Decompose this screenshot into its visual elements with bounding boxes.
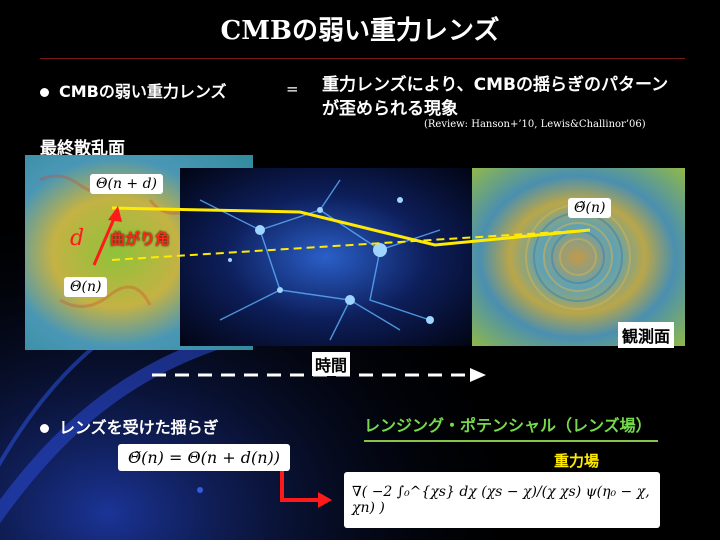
time-label: 時間 <box>312 352 351 376</box>
theta-tilde-formula: Θ̃(n) <box>568 198 612 218</box>
bullet1-term-text: CMBの弱い重力レンズ <box>59 82 227 101</box>
observation-plane-label: 観測面 <box>618 322 675 348</box>
page-title: CMBの弱い重力レンズ <box>220 16 500 46</box>
potential-formula: ∇( −2 ∫₀^{χs} dχ (χs − χ)/(χ χs) ψ(η₀ − … <box>344 472 660 528</box>
gravity-field-label: 重力場 <box>552 450 602 471</box>
lensed-formula: Θ̃(n) = Θ(n + d(n)) <box>118 444 290 471</box>
bullet1-term: CMBの弱い重力レンズ <box>40 78 227 102</box>
lensed-ray <box>111 206 591 247</box>
theta-n-formula: Θ(n) <box>64 277 108 297</box>
bullet-dot <box>40 424 49 433</box>
lensing-potential-underline <box>364 440 658 442</box>
title-divider <box>40 58 685 59</box>
theta-shifted-formula: Θ(n + d) <box>90 174 164 194</box>
unlensed-ray <box>111 229 591 261</box>
bullet2-text: レンズを受けた揺らぎ <box>59 418 219 437</box>
bend-angle-label: 曲がり角 <box>110 230 171 248</box>
bullet2: レンズを受けた揺らぎ <box>40 414 219 438</box>
cmb-map-right <box>470 168 685 346</box>
last-scattering-label: 最終散乱面 <box>40 139 125 159</box>
bullet-dot <box>40 88 49 97</box>
deflection-arrow <box>92 213 118 266</box>
formula-link-arrow <box>280 466 318 502</box>
lensing-potential-heading: レンジング・ポテンシャル（レンズ場） <box>364 416 652 435</box>
bullet1-definition-line2: が歪められる現象 <box>322 99 458 119</box>
reference-text: (Review: Hanson+’10, Lewis&Challinor’06) <box>424 119 646 130</box>
bullet1-equals: = <box>286 80 299 98</box>
d-vector-label: d <box>70 226 85 251</box>
bullet1-definition-line1: 重力レンズにより、CMBの揺らぎのパターン <box>322 75 669 95</box>
time-arrow-head <box>470 368 486 382</box>
